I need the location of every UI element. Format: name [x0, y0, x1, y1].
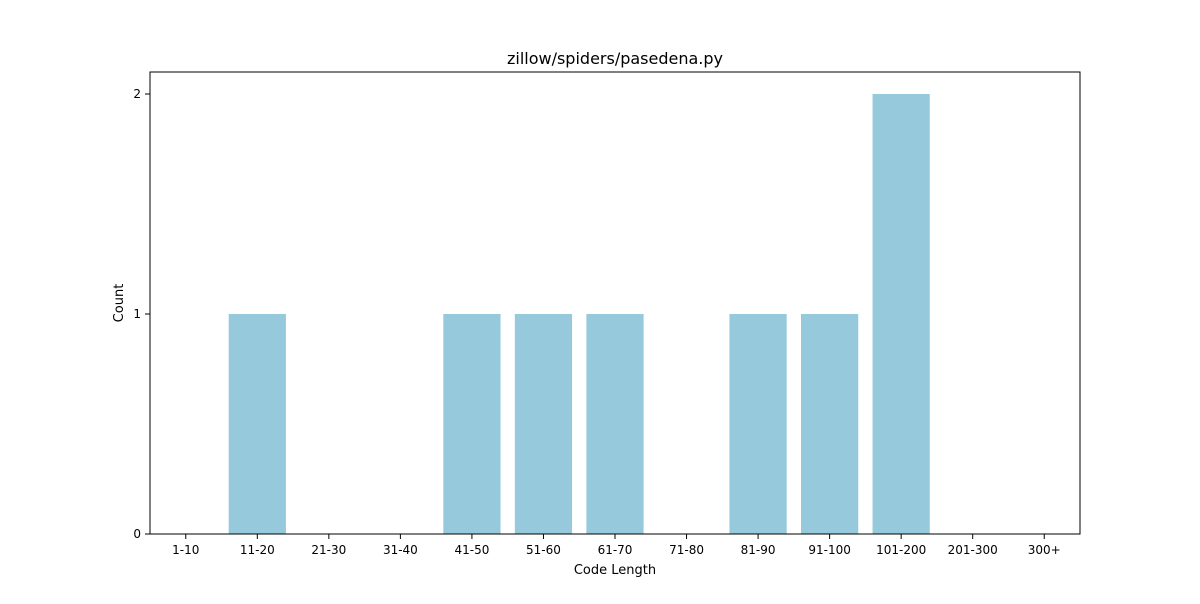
y-axis: 0 1 2 — [133, 87, 150, 541]
y-tick-label: 1 — [133, 307, 141, 321]
bar-61-70 — [586, 314, 644, 534]
bar-91-100 — [801, 314, 859, 534]
bar-51-60 — [514, 314, 573, 534]
chart-title: zillow/spiders/pasedena.py — [507, 49, 723, 68]
x-tick-label: 61-70 — [598, 543, 633, 557]
bars-group — [228, 94, 930, 534]
bar-81-90 — [729, 314, 787, 534]
x-tick-label: 201-300 — [948, 543, 998, 557]
x-tick-label: 1-10 — [172, 543, 199, 557]
bar-41-50 — [443, 314, 501, 534]
x-axis: 1-10 11-20 21-30 31-40 41-50 51-60 61-70 71-80 8… — [172, 534, 1061, 557]
x-tick-label: 71-80 — [669, 543, 704, 557]
y-axis-label: Count — [112, 284, 127, 323]
x-tick-label: 81-90 — [741, 543, 776, 557]
x-tick-label: 31-40 — [383, 543, 418, 557]
bar-101-200 — [872, 94, 930, 534]
x-tick-label: 91-100 — [808, 543, 851, 557]
x-axis-label: Code Length — [574, 563, 656, 578]
x-tick-label: 11-20 — [240, 543, 275, 557]
y-tick-label: 2 — [133, 87, 141, 101]
x-tick-label: 101-200 — [876, 543, 926, 557]
x-tick-label: 41-50 — [454, 543, 489, 557]
x-tick-label: 21-30 — [311, 543, 346, 557]
x-tick-label: 300+ — [1028, 543, 1061, 557]
x-tick-label: 51-60 — [526, 543, 561, 557]
y-tick-label: 0 — [133, 527, 141, 541]
bar-11-20 — [228, 314, 286, 534]
